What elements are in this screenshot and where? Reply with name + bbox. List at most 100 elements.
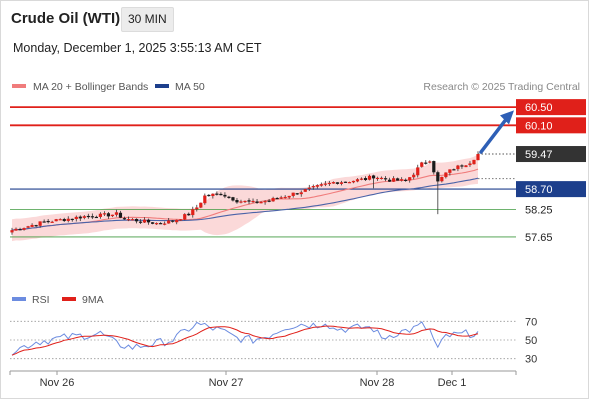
candle-body — [199, 202, 203, 208]
level-labels: 60.50 60.10 59.47 58.70 58.25 57.65 — [516, 99, 586, 244]
candle-body — [227, 196, 231, 198]
candle-body — [94, 216, 98, 219]
x-tick-label: Nov 27 — [209, 377, 244, 389]
candle-body — [388, 179, 392, 182]
candle-body — [122, 218, 127, 220]
candle-body — [239, 201, 243, 203]
ma9-legend-label: 9MA — [82, 294, 104, 306]
candle-body — [424, 162, 428, 164]
candle-body — [456, 165, 460, 170]
candle-body — [211, 193, 215, 197]
candle-body — [263, 201, 267, 203]
candle-body — [444, 172, 448, 178]
candle-body — [472, 159, 476, 165]
candle-body — [231, 197, 235, 201]
candle-body — [259, 201, 263, 204]
rsi-tick-label-30: 30 — [525, 354, 537, 366]
candle-body — [50, 221, 54, 223]
candle-body — [452, 169, 456, 171]
candles — [10, 151, 480, 235]
candle-body — [464, 165, 468, 168]
candle-body — [126, 219, 131, 221]
candle-body — [367, 175, 372, 180]
candle-body — [159, 223, 163, 225]
ma20-legend-label: MA 20 + Bollinger Bands — [33, 81, 148, 93]
candle-body — [86, 215, 90, 218]
candle-body — [436, 172, 440, 182]
candle-body — [138, 221, 143, 223]
candle-body — [476, 154, 480, 161]
candle-body — [319, 184, 323, 186]
candle-body — [267, 200, 271, 202]
ma50-legend-label: MA 50 — [175, 81, 205, 93]
candle-body — [460, 165, 464, 167]
projection-arrow — [479, 110, 514, 154]
candle-body — [110, 214, 115, 217]
candle-body — [14, 228, 18, 231]
candle-body — [311, 186, 315, 188]
candle-body — [299, 192, 303, 195]
candle-body — [42, 221, 46, 223]
candle-body — [287, 195, 291, 198]
candle-body — [118, 212, 123, 218]
candle-body — [130, 219, 135, 221]
candle-body — [30, 224, 34, 227]
level-59-47-label: 59.47 — [525, 149, 553, 161]
candle-body — [163, 223, 167, 225]
candle-body — [179, 219, 183, 221]
candle-body — [392, 178, 396, 182]
x-tick-label: Dec 1 — [438, 377, 467, 389]
rsi-tick-label-50: 50 — [525, 335, 537, 347]
candle-body — [223, 194, 227, 197]
ma50-legend-swatch — [155, 84, 169, 88]
candle-body — [146, 219, 151, 223]
candle-body — [275, 197, 279, 200]
level-60-5-label: 60.50 — [525, 102, 553, 114]
level-58-25-label: 58.25 — [525, 205, 553, 217]
candle-body — [219, 193, 223, 196]
timeframe-button[interactable]: 30 MIN — [121, 7, 174, 32]
candle-body — [355, 179, 360, 182]
candle-body — [351, 180, 356, 183]
candle-body — [34, 225, 38, 227]
bollinger-bands — [12, 154, 478, 242]
candle-body — [26, 226, 30, 228]
level-59-47-tag — [516, 146, 586, 163]
candle-body — [203, 195, 207, 204]
candle-body — [468, 163, 472, 166]
candle-body — [90, 216, 94, 218]
x-tick-label: Nov 26 — [40, 377, 75, 389]
candle-body — [315, 185, 319, 187]
candle-body — [106, 213, 111, 217]
level-58-7-tag — [516, 181, 586, 198]
candle-body — [54, 219, 58, 222]
candle-body — [283, 196, 287, 199]
bollinger-band-area — [12, 154, 478, 242]
ma9-legend-swatch — [62, 297, 76, 301]
candle-body — [18, 229, 22, 231]
candle-body — [448, 169, 452, 173]
candle-body — [38, 221, 42, 226]
candle-body — [98, 213, 102, 217]
candle-body — [271, 197, 275, 202]
level-60-1-label: 60.10 — [525, 120, 553, 132]
candle-body — [175, 219, 179, 223]
candle-body — [404, 179, 408, 182]
candle-body — [375, 177, 380, 180]
candle-body — [331, 182, 335, 184]
candle-body — [359, 178, 364, 180]
candle-body — [255, 201, 259, 203]
candle-body — [10, 230, 14, 233]
ma50-line — [11, 177, 479, 231]
candle-body — [400, 179, 404, 181]
candle-body — [66, 218, 70, 221]
candle-body — [412, 174, 416, 178]
candle-body — [183, 214, 187, 220]
ma20-legend-swatch — [12, 84, 26, 88]
rsi-legend-swatch — [12, 297, 26, 301]
level-60-1-tag — [516, 117, 586, 134]
candle-body — [384, 178, 388, 180]
candle-body — [62, 219, 66, 221]
candle-body — [420, 162, 424, 167]
